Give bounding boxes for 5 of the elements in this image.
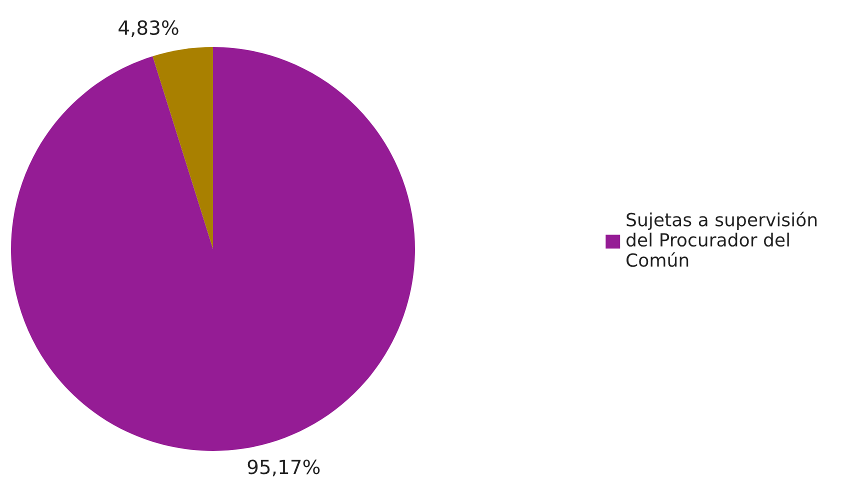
pie-slice bbox=[152, 47, 213, 249]
data-label: 95,17% bbox=[248, 460, 320, 476]
data-label: 4,83% bbox=[118, 20, 178, 37]
legend-label: Sujetas a supervisión del Procurador del Común bbox=[626, 212, 817, 267]
pie-slice bbox=[11, 47, 415, 451]
